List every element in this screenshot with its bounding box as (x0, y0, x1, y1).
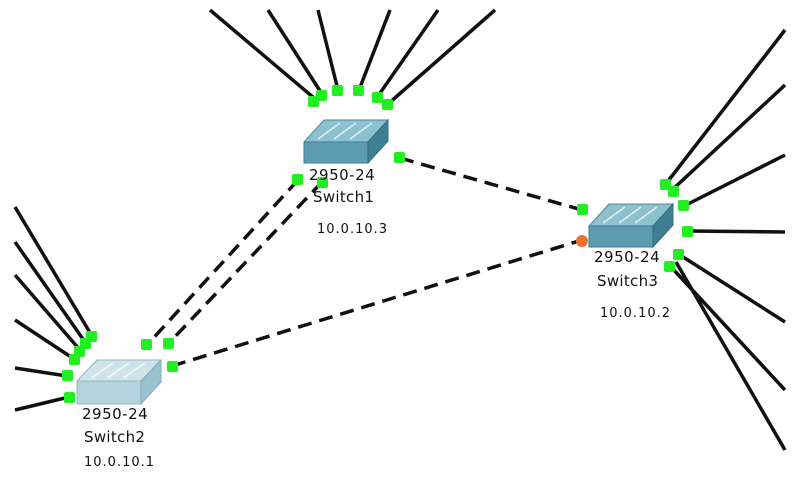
host-link[interactable] (376, 8, 440, 98)
switch3-model-label: 2950-24 (594, 248, 661, 266)
port-up-light (62, 370, 73, 381)
port-up-light (69, 354, 80, 365)
port-up-light (163, 338, 174, 349)
port-up-light (141, 339, 152, 350)
host-link[interactable] (674, 261, 787, 451)
host-link[interactable] (316, 9, 340, 91)
host-links-switch3 (663, 28, 787, 451)
port-up-light (664, 261, 675, 272)
port-up-light (332, 85, 343, 96)
host-link[interactable] (663, 28, 787, 187)
host-link[interactable] (14, 318, 75, 361)
host-link[interactable] (13, 206, 94, 337)
host-links-switch2 (13, 206, 94, 412)
switch3-icon[interactable] (587, 202, 675, 249)
host-link[interactable] (266, 9, 324, 95)
port-up-light (316, 90, 327, 101)
host-link[interactable] (386, 8, 497, 106)
port-up-light (682, 226, 693, 237)
port-up-light (64, 392, 75, 403)
port-lights (62, 85, 693, 403)
host-link[interactable] (679, 253, 786, 324)
switch3-name-label: Switch3 (597, 272, 659, 290)
port-up-light (317, 177, 328, 188)
port-up-light (292, 174, 303, 185)
port-up-light (668, 186, 679, 197)
host-link[interactable] (670, 83, 787, 192)
switch2-ip-label: 10.0.10.1 (84, 455, 156, 470)
port-up-light (678, 200, 689, 211)
switch1-ip-label: 10.0.10.3 (317, 222, 389, 237)
switch1-icon[interactable] (302, 118, 390, 165)
host-link[interactable] (686, 229, 786, 234)
port-down-light (576, 235, 588, 247)
link-switch1-switch2-a[interactable] (145, 178, 300, 347)
link-switch2-switch3[interactable] (171, 238, 583, 368)
port-up-light (673, 249, 684, 260)
switch1-model-label: 2950-24 (309, 166, 376, 184)
port-up-light (167, 361, 178, 372)
port-up-light (382, 99, 393, 110)
host-link[interactable] (683, 153, 786, 208)
host-link[interactable] (13, 273, 82, 352)
host-link[interactable] (208, 8, 316, 100)
switch3-ip-label: 10.0.10.2 (600, 306, 672, 321)
host-link[interactable] (14, 395, 70, 412)
trunk-links (145, 156, 583, 368)
switch2-icon[interactable] (75, 358, 163, 406)
port-up-light (394, 152, 405, 163)
link-switch1-switch3[interactable] (399, 156, 583, 212)
switch2-model-label: 2950-24 (82, 405, 149, 423)
switch2-name-label: Switch2 (84, 428, 146, 446)
switch1-name-label: Switch1 (313, 188, 375, 206)
port-up-light (372, 92, 383, 103)
host-link[interactable] (13, 240, 87, 344)
host-link[interactable] (357, 9, 392, 91)
link-switch1-switch2-b[interactable] (166, 180, 324, 346)
port-up-light (577, 204, 588, 215)
host-link[interactable] (14, 366, 68, 378)
port-up-light (353, 85, 364, 96)
host-links-switch1 (208, 8, 497, 106)
